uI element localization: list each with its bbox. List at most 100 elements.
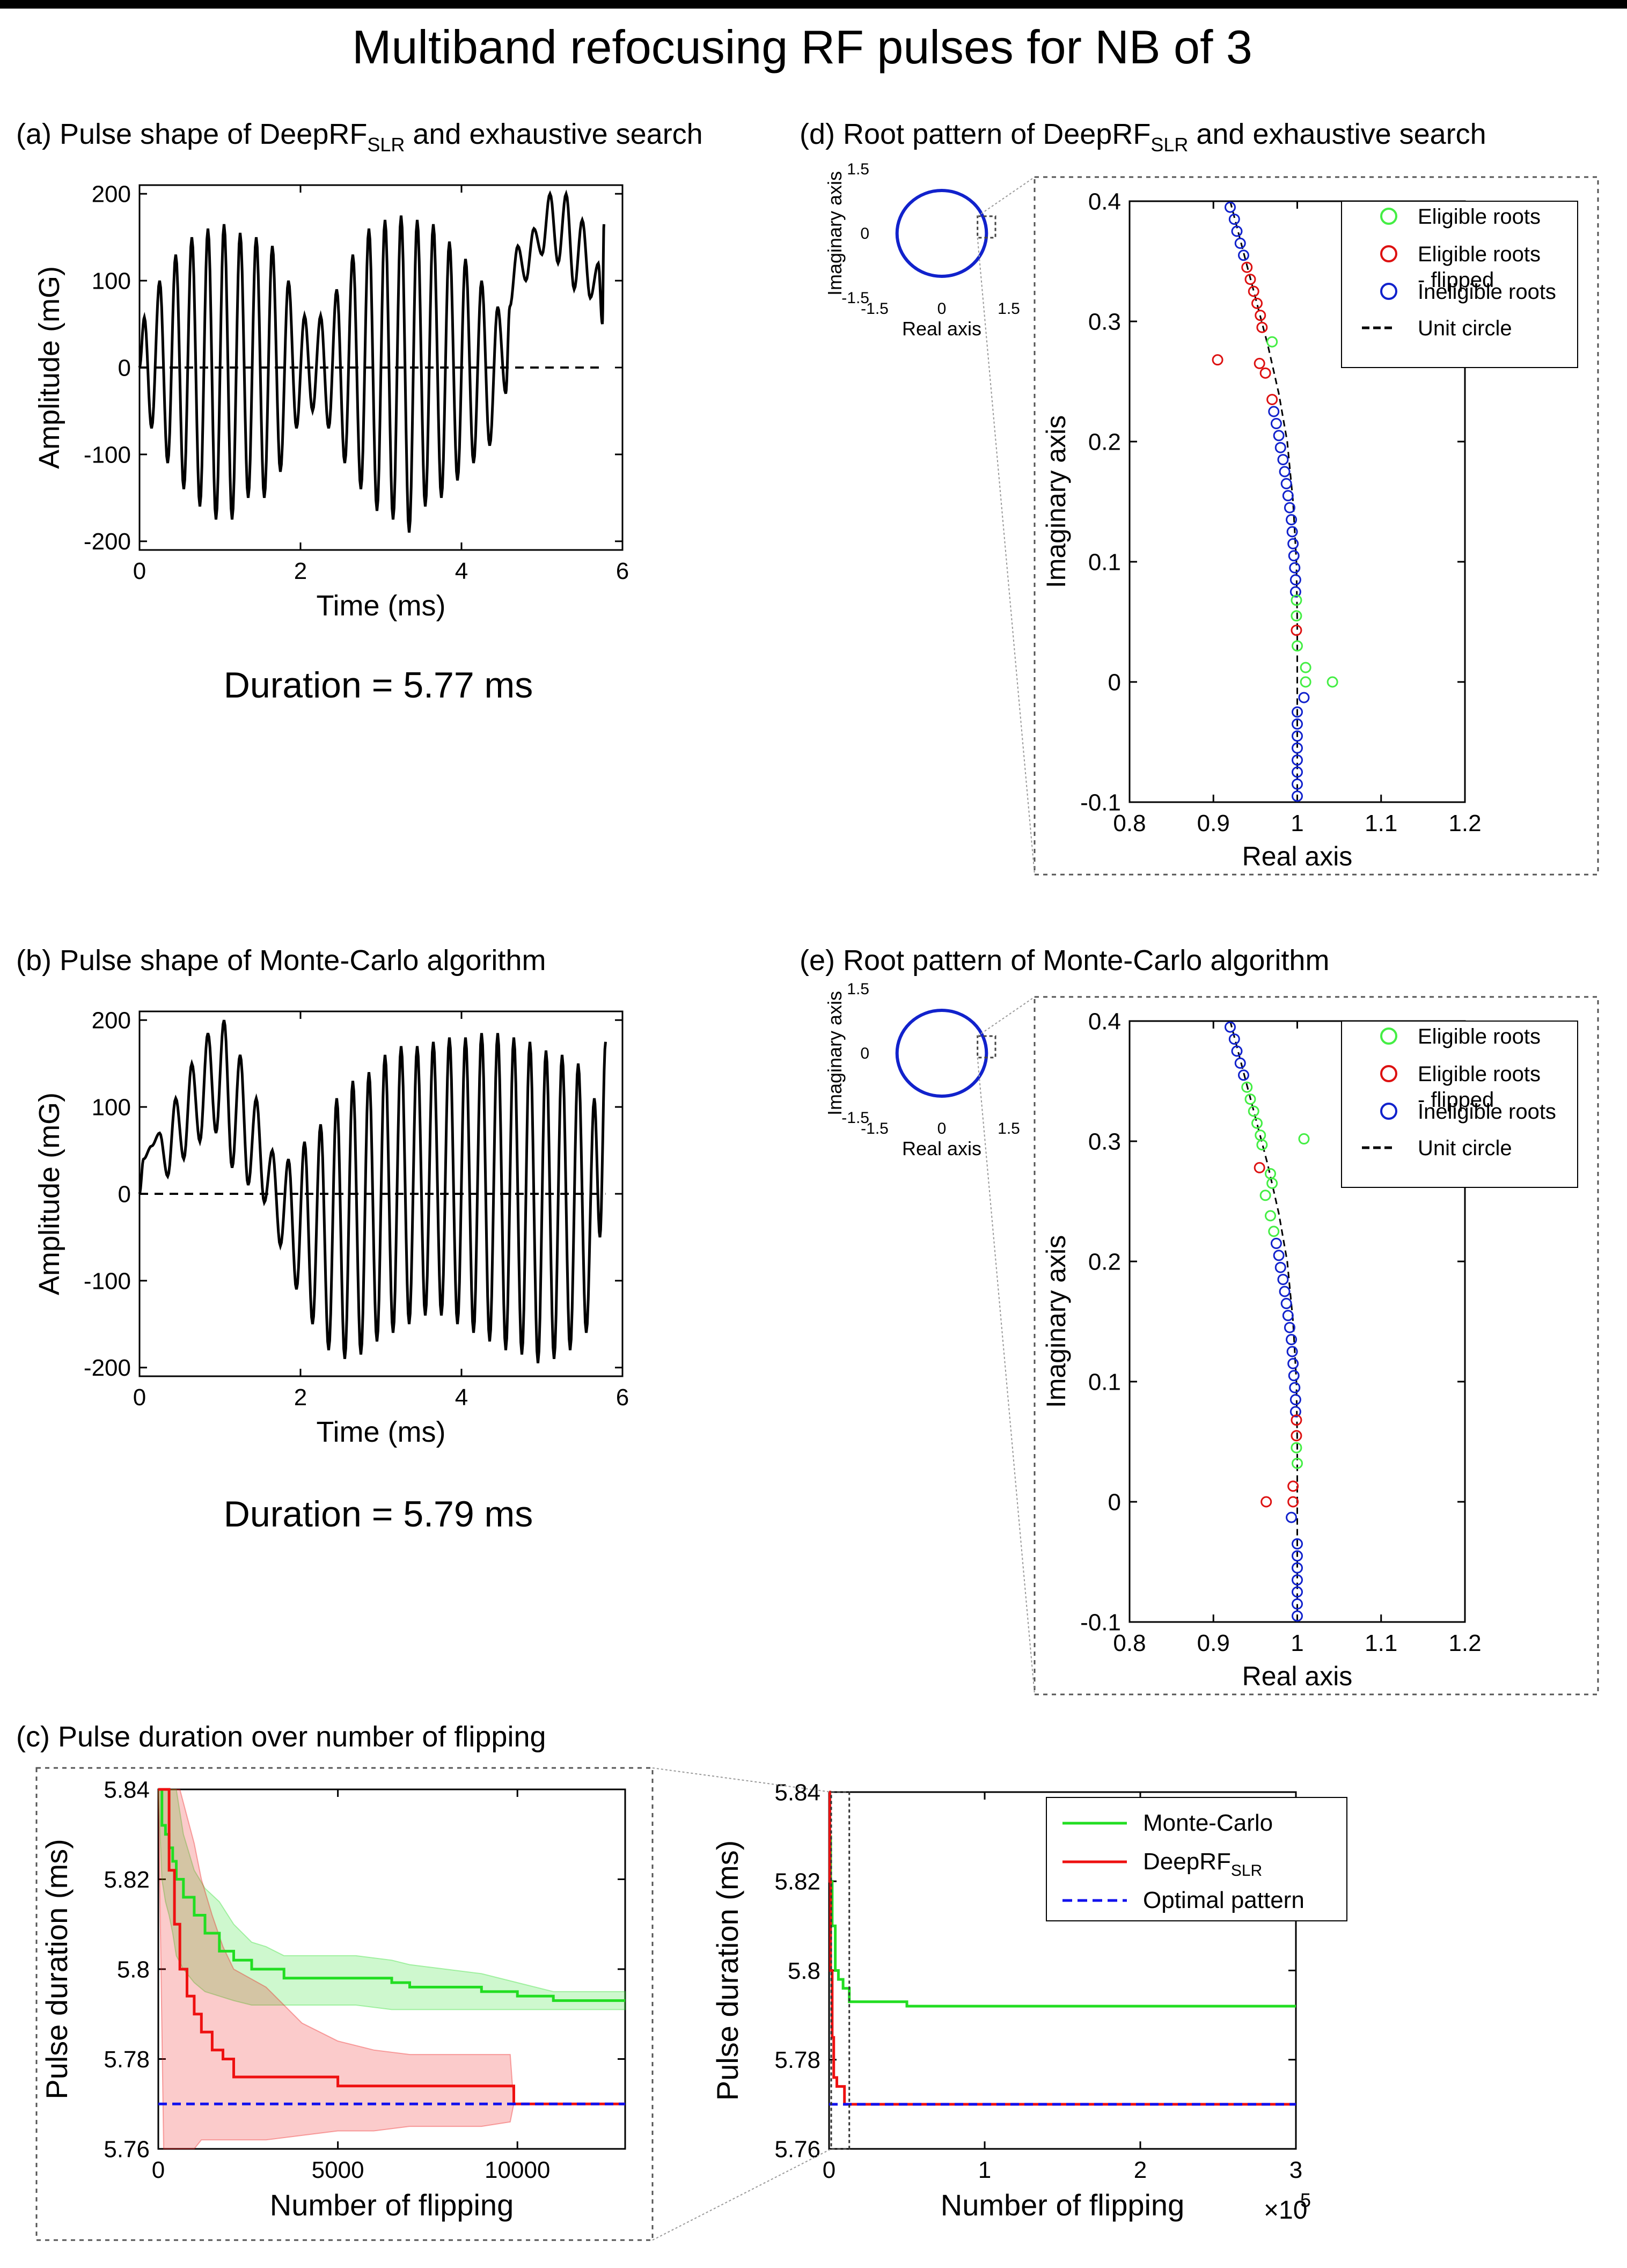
e-root-green (1248, 1105, 1259, 1117)
d-root-red (1256, 321, 1268, 333)
e-root-blue (1284, 1322, 1295, 1333)
b-ytick-label: -100 (84, 1268, 131, 1294)
d-inset-ytick-label: -1.5 (841, 289, 869, 307)
a-xtick-label: 2 (294, 558, 307, 584)
d-ytick-label: 0.2 (1088, 429, 1121, 455)
b-xtick-label: 6 (616, 1384, 629, 1411)
d-root-red (1244, 274, 1256, 285)
e-root-blue (1277, 1274, 1289, 1286)
d-legend-label: Eligible roots (1418, 243, 1541, 266)
e-root-green (1241, 1081, 1253, 1093)
e-root-blue (1286, 1334, 1298, 1346)
d-legend-marker (1380, 208, 1397, 225)
e-root-blue (1287, 1357, 1299, 1369)
b-xlabel: Time (ms) (317, 1416, 446, 1448)
a-xtick-label: 6 (616, 558, 629, 584)
c_zoom-ytick-label: 5.84 (104, 1777, 150, 1803)
d-inset-ylabel: Imaginary axis (824, 171, 846, 296)
b-pulse-line (138, 1019, 607, 1363)
e-legend-label: Ineligible roots (1418, 1100, 1556, 1124)
e-root-blue (1292, 1574, 1303, 1586)
e-legend-label: Eligible roots (1418, 1025, 1541, 1048)
c-full-zoom-box (830, 1791, 851, 2150)
c-connector (652, 2148, 832, 2241)
d-root-green (1300, 662, 1311, 673)
d-xtick-label: 1.1 (1365, 810, 1397, 836)
e-ytick-label: 0.4 (1088, 1008, 1121, 1034)
panel-e-title: (e) Root pattern of Monte-Carlo algorith… (800, 944, 1329, 977)
c_full-xtick-label: 3 (1289, 2157, 1302, 2183)
c_full-ytick-label: 5.82 (774, 1869, 820, 1895)
d-zoom-frame (1034, 176, 1599, 876)
e-root-blue (1292, 1550, 1303, 1562)
d-root-red (1254, 357, 1265, 369)
d-root-blue (1268, 406, 1280, 417)
e-root-green (1298, 1133, 1310, 1145)
e-root-blue (1280, 1297, 1292, 1309)
e-root-green (1259, 1190, 1271, 1201)
e-root-blue (1273, 1250, 1285, 1261)
d-root-blue (1282, 490, 1294, 502)
a-pulse-line (138, 189, 605, 533)
e-root-red (1287, 1480, 1299, 1492)
d-inset-ytick-label: 1.5 (847, 160, 869, 178)
c-legend-label: Optimal pattern (1143, 1887, 1304, 1913)
c-full-x-multiplier: ×10 (1264, 2196, 1307, 2225)
d-legend-marker (1380, 283, 1397, 300)
d-root-blue (1234, 237, 1246, 249)
e-root-green (1244, 1093, 1256, 1105)
d-root-blue (1289, 562, 1301, 574)
e-root-red (1260, 1496, 1272, 1508)
b-ylabel: Amplitude (mG) (33, 1092, 65, 1295)
d-root-blue (1292, 718, 1303, 730)
d-legend-label: Unit circle (1418, 317, 1512, 340)
duration-a: Duration = 5.77 ms (224, 665, 533, 706)
d-ytick-label: 0 (1108, 669, 1121, 695)
d-root-blue (1225, 201, 1236, 213)
d-inset-zoom-box (977, 215, 996, 239)
e-root-blue (1292, 1538, 1303, 1550)
e-root-red (1287, 1496, 1299, 1508)
e-root-green (1291, 1442, 1302, 1454)
d-root-red (1248, 285, 1259, 297)
c_full-ytick-label: 5.78 (774, 2047, 820, 2073)
d-root-red (1255, 310, 1266, 321)
d-root-green (1266, 336, 1278, 348)
duration-b: Duration = 5.79 ms (224, 1494, 533, 1535)
d-root-blue (1288, 550, 1300, 562)
c-full-line-1 (829, 1790, 1296, 2106)
figure-title: Multiband refocusing RF pulses for NB of… (352, 20, 1252, 74)
d-root-green (1291, 610, 1302, 622)
e-root-blue (1292, 1598, 1303, 1610)
e-root-blue (1288, 1370, 1300, 1382)
d-ylabel: Imaginary axis (1041, 415, 1071, 588)
c-zoom-frame (35, 1767, 654, 2241)
e-xtick-label: 1.2 (1448, 1630, 1481, 1656)
e-xtick-label: 0.8 (1113, 1630, 1146, 1656)
e-root-blue (1225, 1021, 1236, 1033)
d-root-blue (1286, 514, 1298, 526)
c_full-xtick-label: 2 (1134, 2157, 1147, 2183)
c-connector (652, 1767, 832, 1793)
e-root-red (1291, 1414, 1302, 1426)
d-root-red (1251, 297, 1263, 309)
d-root-blue (1273, 430, 1285, 442)
a-ylabel: Amplitude (mG) (33, 266, 65, 469)
c-legend-label: Monte-Carlo (1143, 1810, 1273, 1836)
a-ytick-label: 200 (92, 181, 131, 208)
e-inset-ylabel: Imaginary axis (824, 991, 846, 1115)
top-border (0, 0, 1627, 9)
d-connector (977, 237, 1035, 875)
e-root-blue (1279, 1286, 1291, 1297)
c-zoom-line-1 (158, 1788, 625, 2105)
c-full-x-multiplier-exp: 5 (1300, 2189, 1311, 2211)
c_full-ytick-label: 5.8 (788, 1958, 820, 1984)
e-ytick-label: 0.3 (1088, 1128, 1121, 1155)
e-root-blue (1270, 1237, 1282, 1249)
c_full-xlabel: Number of flipping (941, 2188, 1184, 2222)
d-root-blue (1292, 754, 1303, 766)
e-root-blue (1286, 1346, 1298, 1357)
d-ytick-label: 0.3 (1088, 309, 1121, 335)
d-root-blue (1292, 778, 1303, 790)
